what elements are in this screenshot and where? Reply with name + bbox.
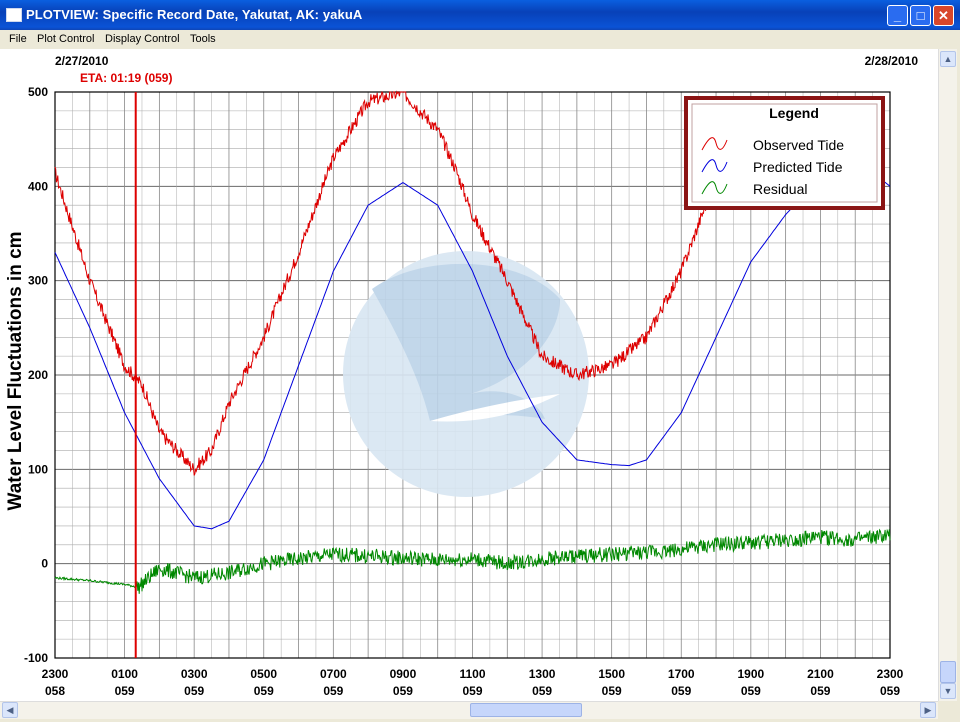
scroll-down-button[interactable]: ▼ [940, 683, 956, 699]
x-tick-time: 1300 [529, 667, 556, 681]
legend-box: Legend Observed Tide Predicted Tide Resi… [684, 96, 885, 210]
y-tick-label: 100 [28, 462, 48, 476]
y-tick-label: 500 [28, 85, 48, 99]
scroll-up-button[interactable]: ▲ [940, 51, 956, 67]
x-tick-day: 058 [45, 684, 65, 698]
x-tick-time: 0300 [181, 667, 208, 681]
x-tick-day: 059 [741, 684, 761, 698]
legend-observed-icon [701, 137, 728, 151]
x-tick-time: 2100 [807, 667, 834, 681]
y-tick-label: 0 [41, 557, 48, 571]
x-tick-time: 2300 [877, 667, 904, 681]
scroll-left-button[interactable]: ◀ [2, 702, 18, 718]
close-icon: ✕ [938, 8, 949, 23]
plot-area: 500 400 300 200 100 0 -100 2300 058 0100 059 0300 05… [0, 49, 938, 701]
x-tick-time: 1100 [459, 667, 485, 681]
x-tick-day: 059 [810, 684, 830, 698]
x-tick-time: 0500 [250, 667, 277, 681]
x-tick-day: 059 [254, 684, 274, 698]
vertical-scrollbar[interactable]: ▲ ▼ [938, 49, 957, 701]
x-tick-time: 1900 [737, 667, 764, 681]
vertical-scroll-thumb[interactable] [940, 661, 956, 683]
horizontal-scrollbar[interactable]: ◀ ▶ [0, 701, 938, 719]
series-line-residual [54, 528, 891, 594]
y-tick-label: 300 [28, 274, 48, 288]
legend-residual-icon [701, 181, 728, 195]
minimize-icon: _ [893, 8, 902, 23]
scroll-right-button[interactable]: ▶ [920, 702, 936, 718]
minimize-button[interactable]: _ [887, 5, 908, 26]
maximize-button[interactable]: □ [910, 5, 931, 26]
chart-series [54, 90, 891, 658]
x-tick-day: 059 [184, 684, 204, 698]
title-bar: PLOTVIEW: Specific Record Date, Yakutat,… [0, 0, 960, 30]
menu-bar: File Plot Control Display Control Tools [0, 30, 960, 49]
menu-display-control[interactable]: Display Control [105, 33, 180, 45]
y-axis-title: Water Level Fluctuations in cm [5, 231, 26, 510]
x-tick-time: 0700 [320, 667, 347, 681]
menu-tools[interactable]: Tools [190, 33, 216, 45]
x-tick-day: 059 [671, 684, 691, 698]
series-line-predicted-tide [54, 157, 891, 530]
start-date-label: 2/27/2010 [55, 54, 109, 68]
axis-labels: 500 400 300 200 100 0 -100 2300 058 0100 059 0300 05… [24, 85, 904, 698]
x-tick-day: 059 [462, 684, 482, 698]
window-title: PLOTVIEW: Specific Record Date, Yakutat,… [26, 7, 363, 22]
maximize-icon: □ [916, 8, 925, 23]
legend-predicted-label: Predicted Tide [753, 159, 843, 175]
x-tick-day: 059 [323, 684, 343, 698]
x-tick-day: 059 [602, 684, 622, 698]
x-tick-time: 1500 [598, 667, 625, 681]
x-tick-time: 0100 [111, 667, 138, 681]
x-tick-time: 1700 [668, 667, 695, 681]
legend-predicted-icon [701, 159, 728, 173]
series-line-observed-tide [54, 90, 752, 476]
x-tick-day: 059 [880, 684, 900, 698]
legend-observed-label: Observed Tide [753, 137, 844, 153]
x-tick-day: 059 [115, 684, 135, 698]
menu-file[interactable]: File [9, 33, 27, 45]
legend-title: Legend [769, 105, 819, 121]
y-tick-label: 200 [28, 368, 48, 382]
y-tick-label: -100 [24, 651, 48, 665]
eta-label: ETA: 01:19 (059) [80, 71, 172, 85]
x-tick-day: 059 [393, 684, 413, 698]
x-tick-day: 059 [532, 684, 552, 698]
app-icon [6, 8, 22, 22]
menu-plot-control[interactable]: Plot Control [37, 33, 95, 45]
x-tick-time: 0900 [390, 667, 417, 681]
x-tick-time: 2300 [42, 667, 69, 681]
noaa-watermark [343, 251, 589, 497]
close-button[interactable]: ✕ [933, 5, 954, 26]
plot-frame [54, 91, 891, 659]
horizontal-scroll-thumb[interactable] [470, 703, 582, 717]
legend-residual-label: Residual [753, 181, 807, 197]
tide-chart: 500 400 300 200 100 0 -100 2300 058 0100 059 0300 05… [5, 54, 919, 698]
size-grip [938, 701, 960, 722]
end-date-label: 2/28/2010 [865, 54, 919, 68]
y-tick-label: 400 [28, 179, 48, 193]
